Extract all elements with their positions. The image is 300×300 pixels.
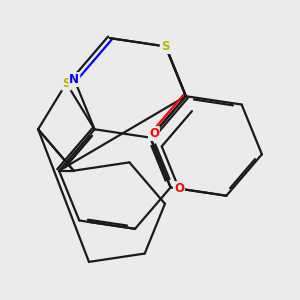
- Text: O: O: [149, 127, 159, 140]
- Text: N: N: [69, 73, 79, 86]
- Text: S: S: [161, 40, 170, 53]
- Text: O: O: [174, 182, 184, 195]
- Text: S: S: [62, 76, 70, 90]
- Text: N: N: [160, 40, 171, 53]
